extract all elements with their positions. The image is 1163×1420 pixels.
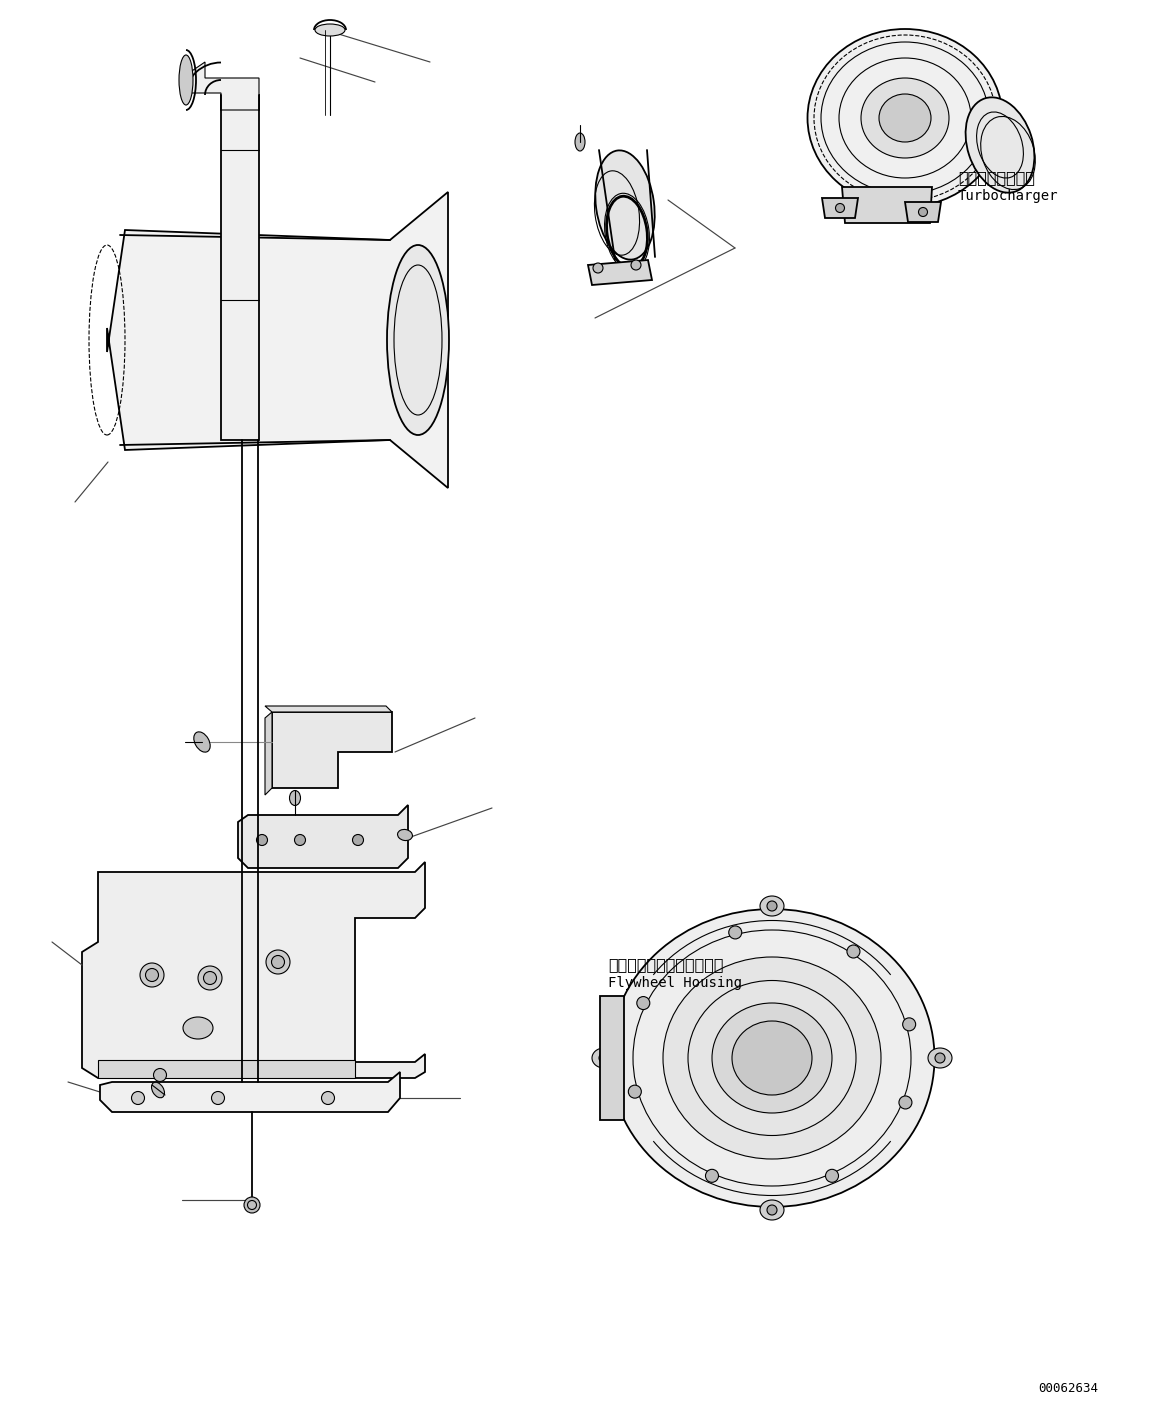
Ellipse shape <box>609 909 935 1207</box>
Ellipse shape <box>266 950 290 974</box>
Polygon shape <box>83 862 424 1078</box>
Ellipse shape <box>759 896 784 916</box>
Ellipse shape <box>151 1082 164 1098</box>
Ellipse shape <box>145 968 158 981</box>
Ellipse shape <box>759 1200 784 1220</box>
Ellipse shape <box>315 24 345 36</box>
Polygon shape <box>100 1072 400 1112</box>
Ellipse shape <box>290 791 300 805</box>
Ellipse shape <box>154 1068 166 1082</box>
Text: フライホイールハウジング: フライホイールハウジング <box>608 957 723 973</box>
Polygon shape <box>98 1059 355 1078</box>
Bar <box>221 95 259 440</box>
Ellipse shape <box>387 246 449 435</box>
Ellipse shape <box>729 926 742 939</box>
Polygon shape <box>588 260 652 285</box>
Text: ターボチャージャ: ターボチャージャ <box>958 170 1035 186</box>
Ellipse shape <box>706 1169 719 1183</box>
Ellipse shape <box>257 835 267 845</box>
Ellipse shape <box>294 835 306 845</box>
Polygon shape <box>107 192 448 488</box>
Polygon shape <box>186 62 259 109</box>
Text: 00062634: 00062634 <box>1039 1382 1098 1394</box>
Ellipse shape <box>899 1096 912 1109</box>
Ellipse shape <box>732 1021 812 1095</box>
Ellipse shape <box>212 1092 224 1105</box>
Polygon shape <box>272 711 392 788</box>
Ellipse shape <box>131 1092 144 1105</box>
Ellipse shape <box>198 966 222 990</box>
Ellipse shape <box>919 207 928 216</box>
Text: Turbocharger: Turbocharger <box>958 189 1058 203</box>
Ellipse shape <box>807 28 1003 207</box>
Ellipse shape <box>663 957 882 1159</box>
Polygon shape <box>600 995 625 1120</box>
Ellipse shape <box>826 1169 839 1183</box>
Ellipse shape <box>575 133 585 151</box>
Ellipse shape <box>628 1085 641 1098</box>
Ellipse shape <box>204 971 216 984</box>
Ellipse shape <box>928 1048 952 1068</box>
Ellipse shape <box>595 151 655 260</box>
Ellipse shape <box>593 263 602 273</box>
Ellipse shape <box>599 1054 609 1064</box>
Ellipse shape <box>879 94 932 142</box>
Ellipse shape <box>194 731 211 753</box>
Ellipse shape <box>835 203 844 213</box>
Polygon shape <box>238 805 408 868</box>
Polygon shape <box>842 187 932 223</box>
Ellipse shape <box>271 956 285 968</box>
Ellipse shape <box>179 55 193 105</box>
Ellipse shape <box>768 1206 777 1216</box>
Ellipse shape <box>902 1018 915 1031</box>
Polygon shape <box>905 202 941 222</box>
Ellipse shape <box>321 1092 335 1105</box>
Ellipse shape <box>592 1048 616 1068</box>
Ellipse shape <box>637 997 650 1010</box>
Polygon shape <box>265 706 392 711</box>
Ellipse shape <box>712 1003 832 1113</box>
Ellipse shape <box>398 829 413 841</box>
Ellipse shape <box>847 946 859 958</box>
Ellipse shape <box>183 1017 213 1039</box>
Ellipse shape <box>768 902 777 912</box>
Ellipse shape <box>935 1054 946 1064</box>
Polygon shape <box>265 711 272 795</box>
Ellipse shape <box>965 98 1034 193</box>
Ellipse shape <box>632 260 641 270</box>
Ellipse shape <box>352 835 364 845</box>
Ellipse shape <box>244 1197 261 1213</box>
Text: Flywheel Housing: Flywheel Housing <box>608 976 742 990</box>
Polygon shape <box>822 197 858 219</box>
Ellipse shape <box>140 963 164 987</box>
Ellipse shape <box>861 78 949 158</box>
